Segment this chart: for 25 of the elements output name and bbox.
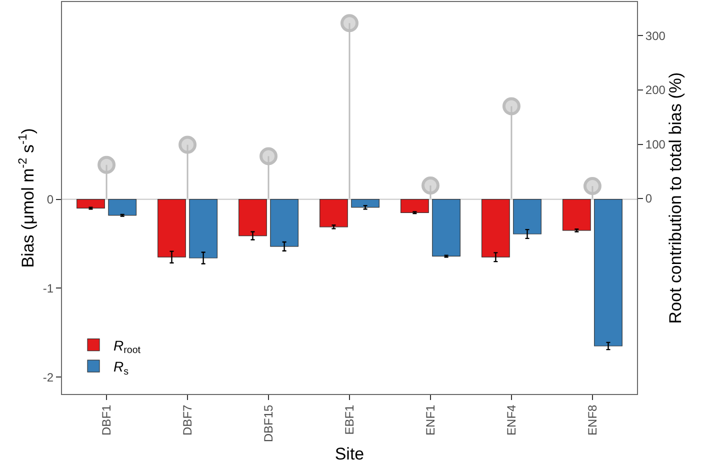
point bbox=[260, 147, 278, 166]
x-tick-label: ENF8 bbox=[585, 404, 600, 436]
y2-tick-label: 200 bbox=[645, 83, 666, 98]
y2-tick-label: 300 bbox=[645, 28, 666, 43]
y2-axis-title: Root contribution to total bias (%) bbox=[666, 72, 686, 324]
y2-tick-label: 100 bbox=[645, 137, 666, 152]
legend-label: R$_{s}$ bbox=[114, 358, 129, 378]
point bbox=[178, 136, 197, 154]
x-tick-label: ENF1 bbox=[423, 404, 438, 436]
x-axis-title: Site bbox=[334, 444, 364, 464]
y-tick-label: -1 bbox=[42, 281, 54, 296]
point bbox=[98, 156, 116, 174]
x-tick-label: DBF7 bbox=[180, 404, 194, 436]
y-tick-label: 0 bbox=[46, 192, 54, 207]
point bbox=[340, 14, 358, 32]
x-tick-label: DBF1 bbox=[99, 404, 114, 436]
x-tick-label: DBF15 bbox=[261, 404, 276, 442]
point bbox=[583, 177, 602, 196]
y2-tick-label: 0 bbox=[645, 192, 652, 206]
x-tick-label: ENF4 bbox=[504, 404, 518, 436]
x-tick-label: EBF1 bbox=[342, 404, 356, 435]
y-tick-label: -2 bbox=[42, 370, 54, 384]
point bbox=[502, 97, 520, 116]
legend-label: R$_{root}$ bbox=[114, 337, 141, 356]
point bbox=[421, 176, 440, 195]
